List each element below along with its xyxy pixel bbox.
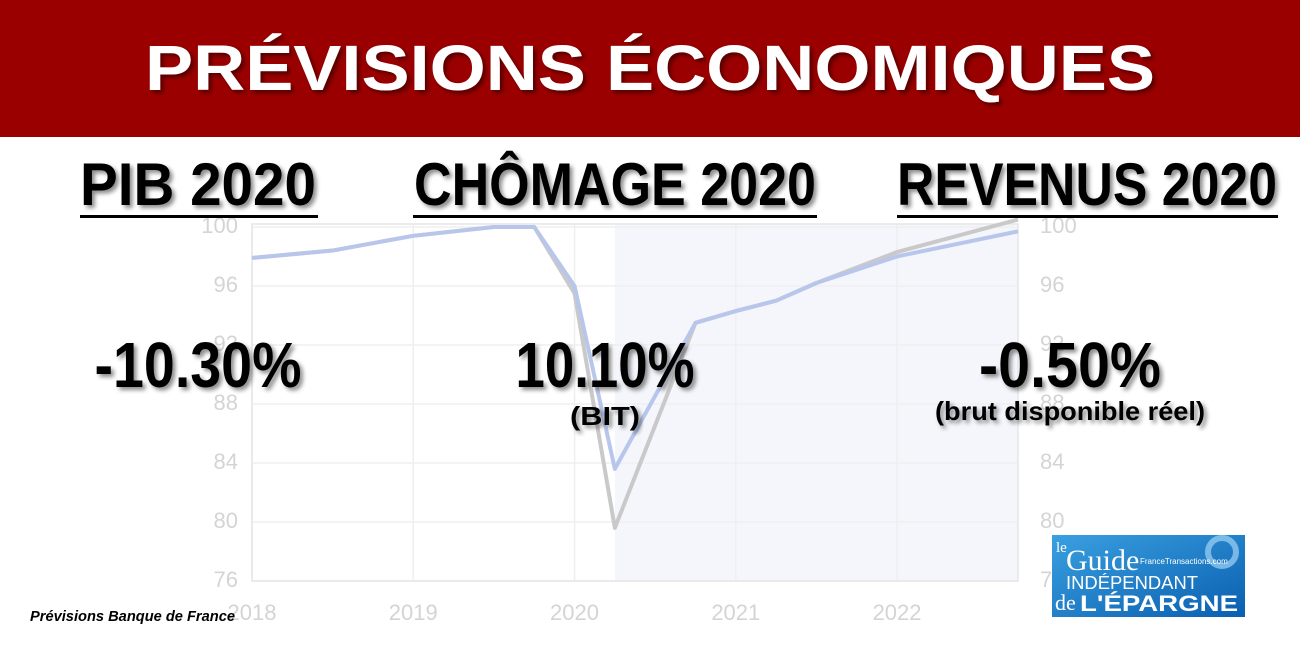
panel-title: REVENUS 2020 (897, 151, 1277, 218)
source-note: Prévisions Banque de France (30, 608, 235, 625)
y-tick-label: 96 (1040, 272, 1064, 297)
x-tick-label: 2022 (873, 600, 922, 625)
logo-box (1052, 535, 1245, 617)
x-tick-label: 2020 (550, 600, 599, 625)
y-tick-label: 88 (1040, 390, 1064, 415)
y-tick-label: 88 (214, 390, 238, 415)
background-chart: 7676808084848888929296961001002018201920… (201, 213, 1076, 625)
panel-note: (BIT) (570, 401, 640, 431)
y-tick-label: 80 (1040, 508, 1064, 533)
y-tick-label: 80 (214, 508, 238, 533)
y-tick-label: 92 (1040, 331, 1064, 356)
panel-value: -10.30% (95, 329, 302, 401)
x-tick-label: 2021 (711, 600, 760, 625)
header-band (0, 0, 1300, 137)
y-tick-label: 84 (214, 449, 238, 474)
logo-ring (1205, 535, 1239, 569)
panel-value: 10.10% (516, 329, 695, 401)
logo-text: de (1055, 590, 1076, 615)
y-tick-label: 76 (214, 567, 238, 592)
panel-title: CHÔMAGE 2020 (414, 151, 816, 218)
logo: le Guide FranceTransactions.com INDÉPEND… (1052, 535, 1245, 617)
logo-site: FranceTransactions.com (1140, 557, 1228, 566)
underline (413, 215, 817, 218)
panel-value: -0.50% (979, 329, 1161, 401)
y-tick-label: 92 (214, 331, 238, 356)
panel-title: PIB 2020 (80, 151, 316, 218)
data-line (251, 224, 1019, 471)
logo-text: INDÉPENDANT (1066, 573, 1198, 593)
underline (897, 215, 1278, 218)
logo-text: L'ÉPARGNE (1080, 591, 1238, 616)
y-tick-label: 84 (1040, 449, 1064, 474)
logo-text: le (1056, 540, 1067, 556)
y-tick-label: 96 (214, 272, 238, 297)
x-tick-label: 2018 (228, 600, 277, 625)
logo-text: Guide (1066, 544, 1139, 577)
panel-note: (brut disponible réel) (935, 396, 1205, 426)
plot-frame (251, 223, 1019, 582)
header-title: PRÉVISIONS ÉCONOMIQUES (145, 32, 1155, 104)
x-tick-label: 2019 (389, 600, 438, 625)
underline (80, 215, 318, 218)
